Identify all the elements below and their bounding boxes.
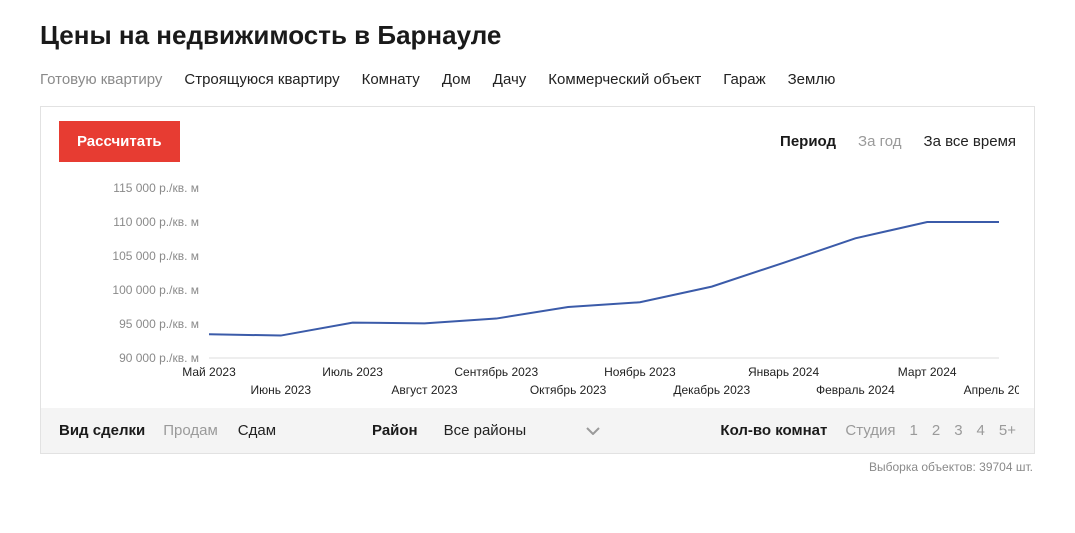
deal-type-label: Вид сделки (59, 422, 145, 439)
tab-land[interactable]: Землю (788, 71, 836, 88)
svg-text:Ноябрь 2023: Ноябрь 2023 (604, 365, 676, 379)
district-select[interactable]: Все районы (444, 422, 601, 439)
tab-room[interactable]: Комнату (362, 71, 420, 88)
period-label: Период (780, 133, 836, 150)
tab-building-apartment[interactable]: Строящуюся квартиру (184, 71, 339, 88)
svg-text:Сентябрь 2023: Сентябрь 2023 (454, 365, 538, 379)
tab-house[interactable]: Дом (442, 71, 471, 88)
svg-text:Декабрь 2023: Декабрь 2023 (673, 383, 750, 397)
rooms-options: Студия 1 2 3 4 5+ (845, 422, 1016, 439)
rooms-5plus[interactable]: 5+ (999, 422, 1016, 439)
filters-bar: Вид сделки Продам Сдам Район Все районы … (41, 408, 1034, 453)
rooms-label: Кол-во комнат (720, 422, 827, 439)
tab-dacha[interactable]: Дачу (493, 71, 527, 88)
deal-type-sell[interactable]: Продам (163, 422, 218, 439)
rooms-4[interactable]: 4 (977, 422, 985, 439)
svg-text:Июль 2023: Июль 2023 (322, 365, 383, 379)
tab-commercial[interactable]: Коммерческий объект (548, 71, 701, 88)
calculate-button[interactable]: Рассчитать (59, 121, 180, 162)
svg-text:Июнь 2023: Июнь 2023 (251, 383, 312, 397)
svg-text:Февраль 2024: Февраль 2024 (816, 383, 895, 397)
period-year[interactable]: За год (858, 133, 901, 150)
svg-text:Апрель 2024: Апрель 2024 (964, 383, 1019, 397)
rooms-3[interactable]: 3 (954, 422, 962, 439)
svg-text:105 000 р./кв. м: 105 000 р./кв. м (112, 249, 199, 263)
property-type-tabs: Готовую квартиру Строящуюся квартиру Ком… (40, 71, 1035, 88)
district-value: Все районы (444, 422, 527, 439)
period-all[interactable]: За все время (924, 133, 1016, 150)
tab-ready-apartment[interactable]: Готовую квартиру (40, 71, 162, 88)
svg-text:Январь 2024: Январь 2024 (748, 365, 819, 379)
svg-text:110 000 р./кв. м: 110 000 р./кв. м (113, 215, 199, 229)
svg-text:Октябрь 2023: Октябрь 2023 (530, 383, 607, 397)
rooms-1[interactable]: 1 (910, 422, 918, 439)
chevron-down-icon (586, 427, 600, 435)
period-selector: Период За год За все время (780, 133, 1016, 150)
rooms-2[interactable]: 2 (932, 422, 940, 439)
selection-count: Выборка объектов: 39704 шт. (40, 454, 1035, 474)
svg-text:95 000 р./кв. м: 95 000 р./кв. м (119, 317, 199, 331)
tab-garage[interactable]: Гараж (723, 71, 765, 88)
rooms-studio[interactable]: Студия (845, 422, 895, 439)
svg-text:115 000 р./кв. м: 115 000 р./кв. м (113, 181, 199, 195)
page-title: Цены на недвижимость в Барнауле (40, 20, 1035, 51)
deal-type-rent[interactable]: Сдам (238, 422, 276, 439)
svg-text:Март 2024: Март 2024 (898, 365, 957, 379)
price-chart: 90 000 р./кв. м 95 000 р./кв. м 100 000 р.… (41, 168, 1034, 408)
svg-text:90 000 р./кв. м: 90 000 р./кв. м (119, 351, 199, 365)
svg-text:Август 2023: Август 2023 (391, 383, 457, 397)
svg-text:Май 2023: Май 2023 (182, 365, 236, 379)
chart-panel: Рассчитать Период За год За все время 90… (40, 106, 1035, 454)
district-label: Район (372, 422, 418, 439)
svg-text:100 000 р./кв. м: 100 000 р./кв. м (112, 283, 199, 297)
